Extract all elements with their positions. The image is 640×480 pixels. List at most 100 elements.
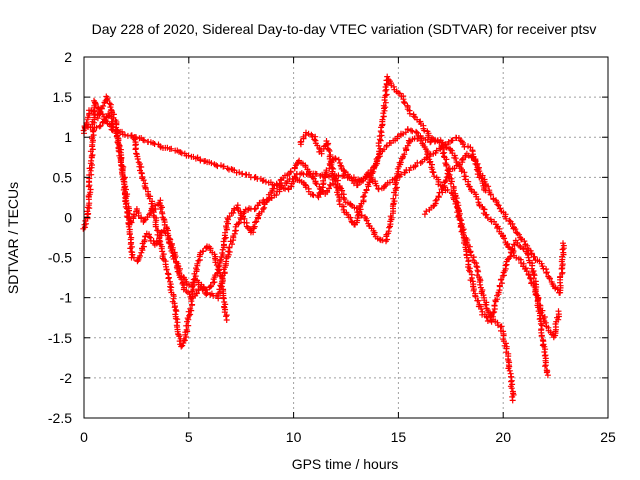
x-tick-label: 20	[495, 429, 511, 445]
data-point-marker	[444, 186, 451, 193]
data-point-marker	[185, 152, 192, 159]
data-point-marker	[199, 248, 206, 255]
data-point-marker	[220, 163, 227, 170]
data-point-marker	[223, 313, 229, 320]
data-point-marker	[273, 192, 280, 198]
data-point-marker	[382, 99, 389, 106]
data-point-marker	[491, 309, 498, 315]
data-point-marker	[499, 280, 505, 287]
data-point-marker	[406, 110, 413, 117]
data-point-marker	[555, 308, 562, 315]
data-point-marker	[539, 342, 546, 349]
data-point-marker	[214, 270, 221, 277]
y-tick-label: -1	[60, 290, 73, 306]
data-point-marker	[208, 160, 215, 167]
data-point-marker	[377, 137, 384, 144]
data-point-marker	[439, 189, 446, 196]
data-point-marker	[88, 153, 95, 159]
data-point-marker	[449, 137, 456, 144]
data-point-marker	[178, 276, 185, 283]
data-point-marker	[439, 150, 446, 157]
data-point-marker	[443, 177, 450, 184]
data-point-marker	[454, 209, 461, 216]
data-point-marker	[487, 191, 494, 198]
data-point-marker	[106, 100, 113, 107]
series-track-3	[130, 135, 230, 350]
y-tick-label: -2	[60, 370, 73, 386]
data-point-marker	[90, 127, 97, 134]
data-point-marker	[108, 115, 115, 122]
series-track-4	[297, 126, 517, 404]
data-point-marker	[96, 107, 103, 114]
data-point-marker	[166, 240, 173, 247]
data-point-marker	[108, 126, 115, 133]
data-markers	[80, 73, 567, 404]
y-tick-label: 0.5	[53, 169, 73, 185]
data-point-marker	[185, 322, 192, 329]
series-track-6	[80, 97, 489, 232]
data-point-marker	[521, 238, 528, 245]
data-point-marker	[429, 135, 435, 141]
data-point-marker	[360, 194, 367, 200]
data-point-marker	[328, 161, 335, 168]
x-tick-label: 25	[600, 429, 616, 445]
data-point-marker	[498, 276, 505, 283]
data-point-marker	[305, 130, 312, 137]
data-point-marker	[181, 337, 188, 344]
data-point-marker	[348, 175, 355, 182]
data-point-marker	[506, 367, 513, 374]
data-point-marker	[127, 245, 134, 252]
data-point-marker	[220, 238, 227, 245]
data-point-marker	[97, 122, 104, 129]
data-point-marker	[427, 139, 434, 146]
data-point-marker	[165, 232, 172, 239]
data-point-marker	[502, 262, 509, 269]
data-point-marker	[116, 143, 123, 150]
data-point-marker	[501, 235, 508, 242]
data-point-marker	[157, 206, 164, 212]
x-tick-label: 0	[80, 429, 88, 445]
data-point-marker	[94, 115, 101, 122]
data-point-marker	[100, 103, 107, 109]
data-point-marker	[313, 171, 320, 177]
data-point-marker	[133, 134, 140, 141]
data-point-marker	[393, 184, 400, 191]
data-point-marker	[453, 162, 460, 169]
data-point-marker	[510, 241, 517, 248]
data-point-marker	[443, 156, 450, 163]
data-point-marker	[543, 369, 550, 376]
chart-title: Day 228 of 2020, Sidereal Day-to-day VTE…	[92, 21, 597, 37]
data-point-marker	[453, 203, 460, 210]
data-point-marker	[443, 162, 450, 169]
data-point-marker	[312, 180, 319, 186]
data-point-marker	[217, 269, 223, 276]
data-point-marker	[384, 73, 391, 80]
data-point-marker	[178, 343, 185, 350]
data-point-marker	[170, 295, 177, 302]
data-point-marker	[277, 182, 284, 189]
data-point-marker	[408, 127, 414, 134]
data-point-marker	[560, 240, 566, 247]
data-point-marker	[491, 302, 498, 309]
data-point-marker	[478, 306, 485, 312]
data-point-marker	[138, 215, 145, 222]
data-point-marker	[190, 286, 197, 293]
data-point-marker	[147, 234, 154, 241]
data-point-marker	[252, 205, 259, 212]
data-point-marker	[96, 123, 103, 130]
y-tick-label: 0	[64, 209, 72, 225]
data-point-marker	[542, 363, 548, 370]
data-point-marker	[97, 110, 104, 117]
data-point-marker	[494, 201, 501, 208]
data-point-marker	[256, 199, 263, 206]
data-point-marker	[123, 200, 130, 207]
data-point-marker	[146, 233, 153, 240]
data-point-marker	[353, 205, 360, 212]
data-point-marker	[409, 128, 416, 135]
data-point-marker	[168, 145, 175, 152]
data-point-marker	[470, 254, 477, 261]
data-point-marker	[401, 151, 408, 158]
data-point-marker	[311, 136, 318, 143]
data-point-marker	[435, 193, 442, 200]
